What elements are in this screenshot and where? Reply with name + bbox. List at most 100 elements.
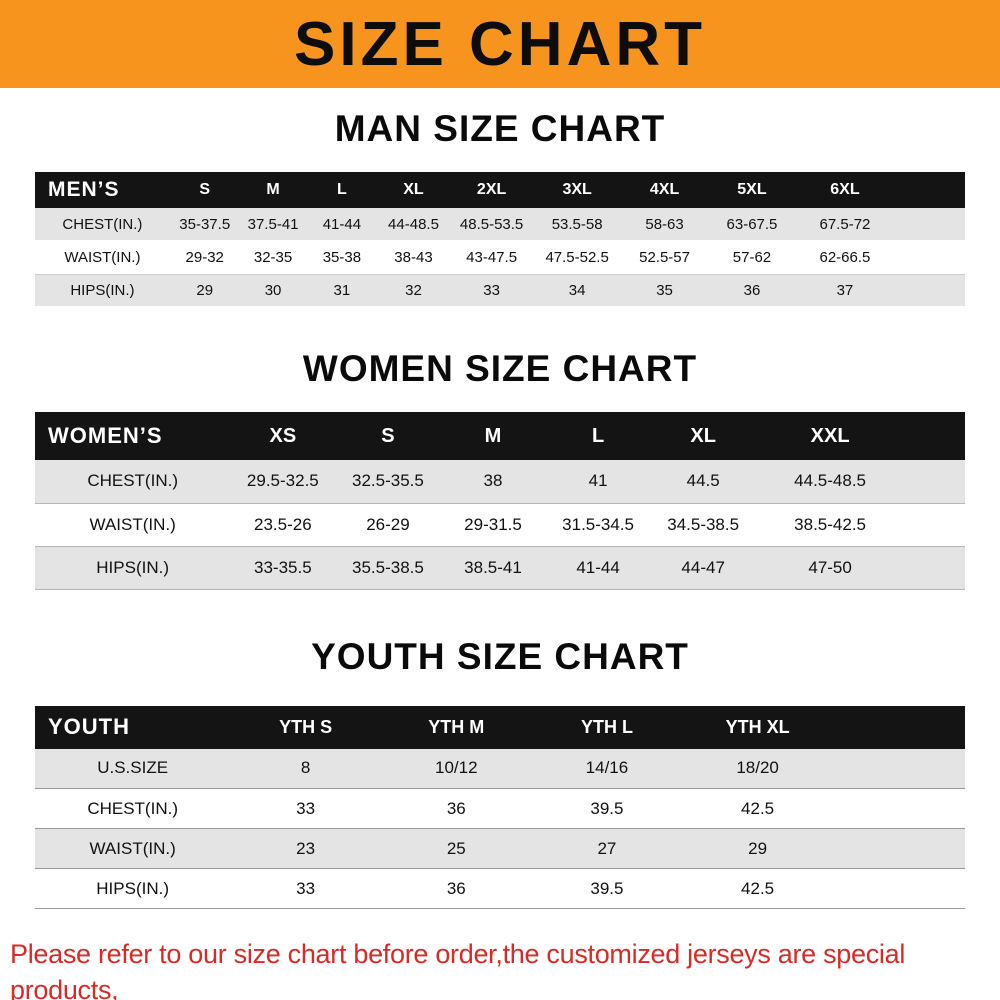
value-cell: 41-44 (545, 546, 651, 590)
value-cell: 14/16 (531, 748, 683, 789)
measure-label-cell: CHEST(IN.) (35, 460, 231, 504)
value-cell: 44-47 (650, 546, 756, 590)
value-cell: 29.5-32.5 (230, 460, 336, 504)
size-header-cell: XS (230, 412, 336, 460)
value-cell: 48.5-53.5 (449, 208, 534, 242)
footer-note: Please refer to our size chart before or… (0, 937, 1000, 1000)
value-cell: 53.5-58 (533, 208, 621, 242)
measure-label-cell: WAIST(IN.) (35, 241, 170, 275)
size-header-cell: XL (377, 172, 450, 208)
value-cell: 34 (533, 274, 621, 308)
value-cell: 33 (230, 788, 381, 829)
size-header-cell: L (545, 412, 651, 460)
size-header-cell: 6XL (795, 172, 895, 208)
youth-size-table-container: YOUTH YTH S YTH M YTH L YTH XL U.S.SIZE 8 10/12… (35, 705, 965, 909)
women-section-heading: WOMEN SIZE CHART (302, 348, 698, 389)
value-cell: 52.5-57 (620, 241, 709, 275)
size-header-cell: YTH M (380, 705, 532, 749)
table-header-row: YOUTH YTH S YTH M YTH L YTH XL (35, 705, 965, 749)
value-cell: 38-43 (377, 241, 450, 275)
value-cell: 29 (682, 828, 833, 869)
measure-label-cell: HIPS(IN.) (35, 546, 231, 590)
value-cell: 63-67.5 (708, 208, 796, 242)
value-cell: 43-47.5 (449, 241, 534, 275)
table-row: WAIST(IN.) 23 25 27 29 (35, 828, 965, 869)
measure-label-cell: HIPS(IN.) (35, 274, 170, 308)
size-header-cell: 2XL (449, 172, 534, 208)
value-cell: 42.5 (682, 788, 833, 829)
value-cell (904, 503, 965, 547)
size-header-cell: 5XL (708, 172, 796, 208)
value-cell: 47.5-52.5 (533, 241, 621, 275)
value-cell: 39.5 (531, 788, 683, 829)
table-row: U.S.SIZE 8 10/12 14/16 18/20 (35, 748, 965, 789)
value-cell: 38.5-41 (440, 546, 546, 590)
value-cell: 42.5 (682, 868, 833, 909)
size-header-cell: YTH XL (682, 705, 833, 749)
value-cell (894, 241, 965, 275)
men-size-section: MAN SIZE CHART MEN’S S M L XL 2XL 3XL 4XL 5XL 6XL… (0, 108, 1000, 308)
measure-label-cell: HIPS(IN.) (35, 868, 231, 909)
size-table: WOMEN’S XS S M L XL XXL CHEST(IN.) 29.5-32.5 32.5… (35, 412, 965, 590)
banner-title: SIZE CHART (294, 9, 706, 79)
value-cell (894, 274, 965, 308)
value-cell: 38 (440, 460, 546, 504)
footer-line-1: Please refer to our size chart before or… (10, 939, 906, 1000)
table-title-cell: YOUTH (35, 705, 231, 749)
value-cell: 32.5-35.5 (335, 460, 441, 504)
size-table: YOUTH YTH S YTH M YTH L YTH XL U.S.SIZE 8 10/12… (35, 705, 965, 909)
value-cell: 37 (795, 274, 895, 308)
size-header-cell: XXL (755, 412, 905, 460)
measure-label-cell: CHEST(IN.) (35, 788, 231, 829)
value-cell (832, 828, 965, 869)
value-cell: 44.5-48.5 (755, 460, 905, 504)
value-cell: 33 (449, 274, 534, 308)
value-cell: 32-35 (239, 241, 307, 275)
youth-size-section: YOUTH SIZE CHART YOUTH YTH S YTH M YTH L YTH… (0, 635, 1000, 909)
value-cell: 29 (169, 274, 240, 308)
value-cell: 23 (230, 828, 381, 869)
table-header-row: MEN’S S M L XL 2XL 3XL 4XL 5XL 6XL (35, 172, 965, 208)
size-header-cell (832, 705, 965, 749)
value-cell: 47-50 (755, 546, 905, 590)
value-cell: 67.5-72 (795, 208, 895, 242)
value-cell: 39.5 (531, 868, 683, 909)
value-cell (894, 208, 965, 242)
value-cell: 10/12 (380, 748, 532, 789)
table-row: WAIST(IN.) 23.5-26 26-29 29-31.5 31.5-34.5 34… (35, 503, 965, 547)
value-cell: 36 (708, 274, 796, 308)
value-cell: 62-66.5 (795, 241, 895, 275)
men-size-table-container: MEN’S S M L XL 2XL 3XL 4XL 5XL 6XL CHEST(IN.) 35-37… (35, 172, 965, 308)
value-cell: 35-38 (306, 241, 378, 275)
size-header-cell (904, 412, 965, 460)
value-cell: 18/20 (682, 748, 833, 789)
value-cell: 30 (239, 274, 307, 308)
value-cell: 23.5-26 (230, 503, 336, 547)
size-table: MEN’S S M L XL 2XL 3XL 4XL 5XL 6XL CHEST(IN.) 35-37… (35, 172, 965, 308)
women-size-table-container: WOMEN’S XS S M L XL XXL CHEST(IN.) 29.5-32.5 32.5… (35, 412, 965, 590)
value-cell: 41 (545, 460, 651, 504)
size-header-cell: 3XL (533, 172, 621, 208)
men-section-heading: MAN SIZE CHART (334, 108, 666, 149)
value-cell: 36 (380, 788, 532, 829)
value-cell: 32 (377, 274, 450, 308)
size-header-cell: YTH S (230, 705, 381, 749)
table-row: WAIST(IN.) 29-32 32-35 35-38 38-43 43-47.5 47.… (35, 241, 965, 275)
value-cell (832, 788, 965, 829)
size-header-cell (894, 172, 965, 208)
value-cell: 29-31.5 (440, 503, 546, 547)
table-row: CHEST(IN.) 29.5-32.5 32.5-35.5 38 41 44.5 44.5… (35, 460, 965, 504)
table-row: HIPS(IN.) 29 30 31 32 33 34 35 36 37 (35, 274, 965, 308)
size-header-cell: M (239, 172, 307, 208)
youth-section-heading: YOUTH SIZE CHART (311, 635, 689, 677)
value-cell: 8 (230, 748, 381, 789)
size-header-cell: YTH L (531, 705, 683, 749)
measure-label-cell: WAIST(IN.) (35, 503, 231, 547)
value-cell: 33-35.5 (230, 546, 336, 590)
table-row: HIPS(IN.) 33-35.5 35.5-38.5 38.5-41 41-44 44-… (35, 546, 965, 590)
table-row: CHEST(IN.) 35-37.5 37.5-41 41-44 44-48.5 48.5… (35, 208, 965, 242)
value-cell: 44.5 (650, 460, 756, 504)
measure-label-cell: U.S.SIZE (35, 748, 231, 789)
value-cell: 36 (380, 868, 532, 909)
measure-label-cell: CHEST(IN.) (35, 208, 170, 242)
